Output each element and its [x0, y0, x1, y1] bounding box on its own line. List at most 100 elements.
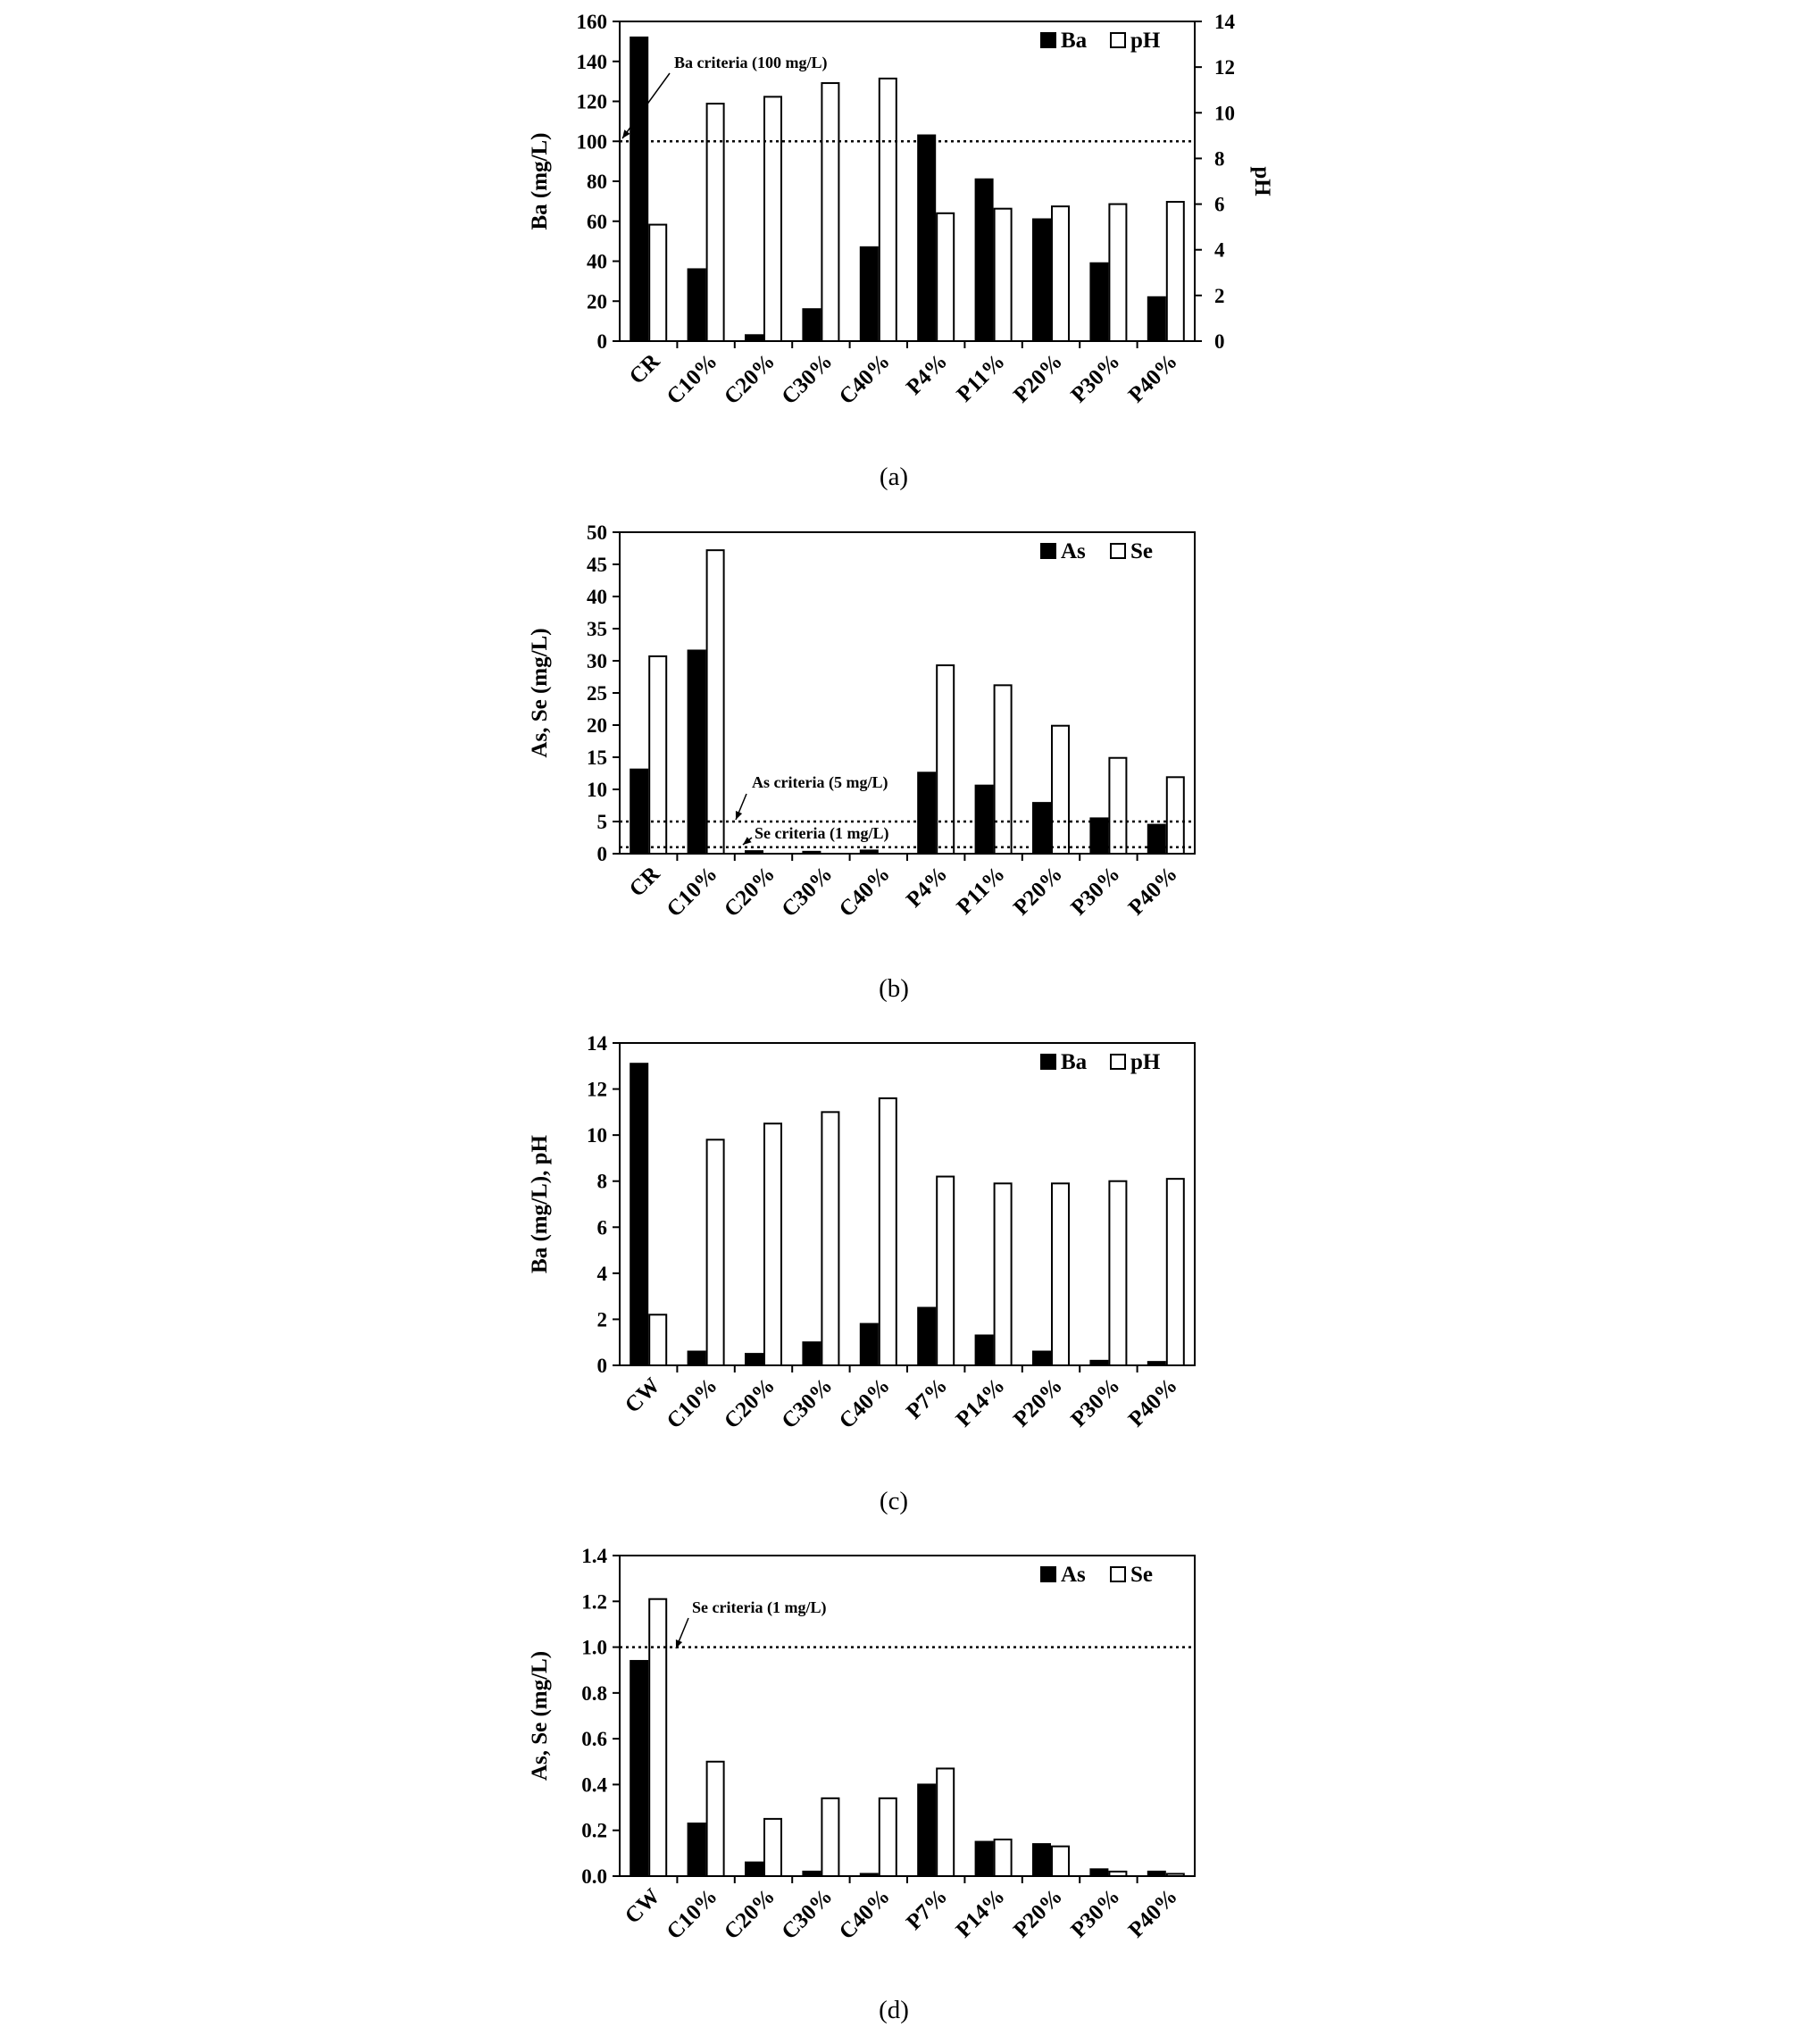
y-axis-title: As, Se (mg/L) [528, 628, 552, 757]
bar-ph-p7pct [936, 1175, 955, 1366]
y-tick-label: 100 [577, 130, 608, 153]
x-tick-label: P20% [1009, 862, 1067, 920]
bar-as-p14pct [974, 1840, 994, 1877]
y-tick-label: 0.2 [581, 1820, 607, 1842]
annotation-arrow-line [621, 72, 671, 139]
panel-label: (a) [880, 463, 908, 491]
y-tick-label: 6 [597, 1216, 608, 1239]
panel-label: (b) [879, 974, 909, 1003]
x-tick-label: C20% [720, 862, 780, 922]
legend-swatch-se [1110, 543, 1126, 559]
y-tick-label: 0 [597, 843, 608, 865]
legend-swatch-ph [1110, 32, 1126, 48]
x-tick-label: P40% [1124, 1373, 1182, 1431]
plot-frame [619, 1555, 1196, 1877]
bar-se-p4pct [936, 664, 955, 855]
y-tick-label: 50 [587, 521, 607, 544]
bar-se-p14pct [993, 1838, 1013, 1878]
bar-ph-c20pct [763, 1122, 782, 1366]
x-tick-label: C40% [835, 862, 895, 922]
y-right-tick-label: 2 [1214, 285, 1225, 307]
bar-ba-p7pct [917, 1306, 937, 1367]
x-tick-label: CW [621, 1373, 665, 1418]
bar-ba-p40pct [1147, 296, 1166, 342]
bar-ph-p40pct [1165, 201, 1185, 342]
y-tick-label: 80 [587, 171, 607, 193]
legend-swatch-ba [1040, 32, 1056, 48]
x-tick-label: C10% [663, 862, 722, 922]
x-tick-label: C30% [777, 1373, 837, 1433]
annotation-arrowhead [675, 1639, 683, 1648]
bar-ba-c10pct [687, 268, 706, 343]
y-axis-title: Ba (mg/L) [528, 132, 552, 229]
x-tick-label: P40% [1124, 349, 1182, 407]
x-tick-label: CR [625, 348, 665, 388]
y-right-tick-label: 8 [1214, 147, 1225, 170]
x-tick-label: CW [621, 1884, 665, 1929]
bar-se-c10pct [705, 549, 725, 855]
legend-swatch-as [1040, 1566, 1056, 1582]
legend-label-as: As [1061, 539, 1086, 563]
y-tick-label: 40 [587, 251, 607, 273]
bar-ph-cr [648, 223, 668, 342]
y-tick-label: 8 [597, 1171, 608, 1193]
legend-label-se: Se [1130, 1563, 1153, 1587]
x-tick-label: P14% [952, 1373, 1010, 1431]
bar-se-p30pct [1108, 756, 1128, 855]
y-tick-label: 120 [577, 91, 608, 113]
bar-ba-p30pct [1089, 262, 1109, 342]
bar-se-c40pct [878, 1797, 897, 1878]
y-tick-label: 10 [587, 779, 607, 801]
bar-ph-c40pct [878, 1097, 897, 1367]
y-right-tick-label: 10 [1214, 102, 1235, 124]
y-tick-label: 12 [587, 1079, 607, 1101]
x-tick-label: P11% [953, 349, 1010, 406]
bar-ph-c10pct [705, 1139, 725, 1367]
bar-as-c10pct [687, 649, 706, 855]
reference-line-label: As criteria (5 mg/L) [752, 773, 888, 792]
y-tick-label: 35 [587, 618, 607, 640]
plot-frame [619, 21, 1196, 342]
y-tick-label: 0 [597, 1355, 608, 1377]
x-tick-label: C40% [835, 1884, 895, 1944]
x-tick-label: P20% [1009, 349, 1067, 407]
x-tick-label: P30% [1066, 349, 1124, 407]
bar-ba-cr [630, 36, 649, 343]
x-tick-label: P14% [952, 1884, 1010, 1942]
x-tick-label: C20% [720, 1373, 780, 1433]
bar-as-p30pct [1089, 1868, 1109, 1877]
bar-ba-c30pct [802, 1341, 821, 1366]
bar-ph-c10pct [705, 103, 725, 343]
x-tick-label: P20% [1009, 1373, 1067, 1431]
bar-ph-p14pct [993, 1182, 1013, 1366]
bar-ph-p11pct [993, 207, 1013, 342]
x-tick-label: P20% [1009, 1884, 1067, 1942]
y-tick-label: 140 [577, 51, 608, 73]
x-tick-label: P30% [1066, 1884, 1124, 1942]
y-tick-label: 1.0 [581, 1637, 607, 1659]
y-axis-title: As, Se (mg/L) [528, 1651, 552, 1781]
bar-ph-p30pct [1108, 203, 1128, 342]
bar-ba-p11pct [974, 178, 994, 342]
bar-ba-c20pct [745, 334, 763, 343]
y-tick-label: 0.0 [581, 1865, 607, 1888]
bar-as-p11pct [974, 784, 994, 855]
y-tick-label: 1.4 [581, 1545, 607, 1567]
bar-ba-p20pct [1032, 1350, 1051, 1366]
x-tick-label: P30% [1066, 1373, 1124, 1431]
bar-ph-c40pct [878, 77, 897, 343]
bar-ph-c30pct [821, 82, 840, 343]
x-tick-label: C40% [835, 349, 895, 409]
x-tick-label: P30% [1066, 862, 1124, 920]
legend-swatch-ph [1110, 1054, 1126, 1070]
bar-ph-c30pct [821, 1111, 840, 1367]
legend-label-ba: Ba [1061, 29, 1088, 53]
reference-line-label: Ba criteria (100 mg/L) [674, 54, 827, 72]
bar-se-p40pct [1165, 776, 1185, 855]
x-tick-label: C30% [777, 1884, 837, 1944]
bar-ba-c20pct [745, 1353, 763, 1367]
bar-se-p20pct [1051, 724, 1070, 855]
chart-panel-a: 0 20 40 60 80 100 120 140 160 0 2 4 6 8 10 12 14 Ba (mg/L… [528, 11, 1274, 491]
plot-frame [619, 531, 1196, 855]
